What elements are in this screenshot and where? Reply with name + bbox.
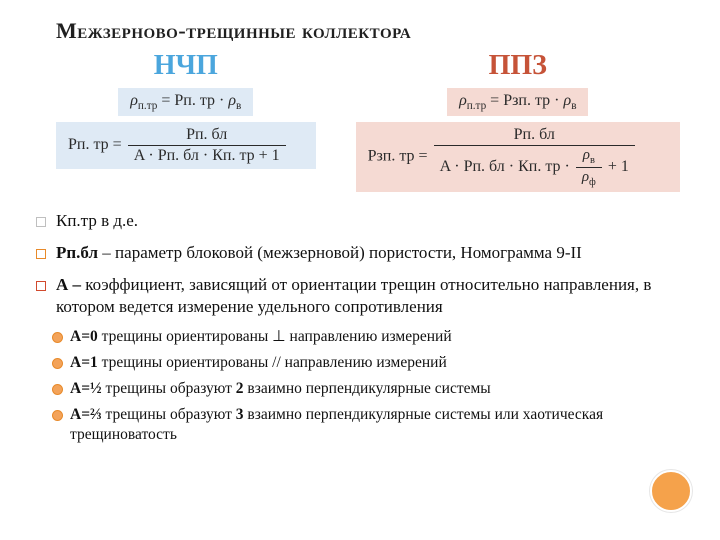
formula-columns: НЧП ρп.тр = Рп. тр · ρв Рп. тр = Рп. бл … — [56, 50, 680, 192]
sub-bullet-item: А=0 трещины ориентированы ⊥ направлению … — [70, 327, 680, 347]
sub-bullet-item: А=1 трещины ориентированы // направлению… — [70, 353, 680, 373]
f-sub: в — [571, 100, 576, 112]
sub-num: 2 — [236, 380, 244, 397]
column-ppz: ППЗ ρп.тр = Рзп. тр · ρв Рзп. тр = Рп. б… — [356, 50, 680, 192]
f-text: Рп. тр — [174, 92, 215, 109]
bullet-item: Рп.бл – параметр блоковой (межзерновой) … — [56, 242, 680, 264]
f-text: Рзп. тр — [503, 92, 550, 109]
bullet-item: Кп.тр в д.е. — [56, 210, 680, 232]
denominator: A · Рп. бл · Кп. тр · ρв ρф + 1 — [434, 145, 635, 188]
column-nchp: НЧП ρп.тр = Рп. тр · ρв Рп. тр = Рп. бл … — [56, 50, 316, 169]
ppz-formula-2: Рзп. тр = Рп. бл A · Рп. бл · Кп. тр · ρ… — [356, 122, 680, 192]
sub-text: трещины ориентированы // направлению изм… — [98, 354, 447, 371]
inner-den: ρф — [576, 167, 602, 188]
slide-title: Межзерново-трещинные коллектора — [56, 18, 680, 44]
sub-text: трещины образуют — [102, 380, 236, 397]
numerator: Рп. бл — [434, 126, 635, 145]
f-text: Рзп. тр — [368, 148, 415, 165]
sub-bold: А=½ — [70, 380, 102, 397]
sub-text: трещины ориентированы ⊥ направлению изме… — [98, 328, 452, 345]
numerator: Рп. бл — [128, 126, 286, 145]
bullet-item: А – коэффициент, зависящий от ориентации… — [56, 274, 680, 445]
bullet-text: Кп.тр в д.е. — [56, 211, 138, 230]
inner-num: ρв — [576, 147, 602, 167]
fraction: Рп. бл A · Рп. бл · Кп. тр · ρв ρф + 1 — [434, 126, 635, 188]
sub-bold: А=1 — [70, 354, 98, 371]
bullet-text: – параметр блоковой (межзерновой) порист… — [98, 243, 582, 262]
nchp-formula-1: ρп.тр = Рп. тр · ρв — [118, 88, 253, 116]
sub-bold: А=⅔ — [70, 406, 102, 423]
slide: Межзерново-трещинные коллектора НЧП ρп.т… — [0, 0, 720, 540]
sub-bullet-item: А=½ трещины образуют 2 взаимно перпендик… — [70, 379, 680, 399]
f-text: ρ — [459, 92, 467, 109]
f-sub: п.тр — [467, 100, 486, 112]
f-text: Рп. тр — [68, 136, 109, 153]
denominator: A · Рп. бл · Кп. тр + 1 — [128, 145, 286, 165]
f-sub: п.тр — [138, 100, 157, 112]
f-text: ρ — [583, 147, 590, 163]
bullet-bold: А – — [56, 275, 81, 294]
f-text: ρ — [582, 169, 589, 185]
nchp-formula-2: Рп. тр = Рп. бл A · Рп. бл · Кп. тр + 1 — [56, 122, 316, 169]
sub-num: 3 — [236, 406, 244, 423]
ppz-formula-1: ρп.тр = Рзп. тр · ρв — [447, 88, 588, 116]
column-ppz-heading: ППЗ — [489, 50, 547, 82]
sub-bold: А=0 — [70, 328, 98, 345]
decorative-circle-icon — [650, 470, 692, 512]
f-sub: ф — [589, 177, 596, 188]
sub-bullet-list: А=0 трещины ориентированы ⊥ направлению … — [56, 327, 680, 446]
inner-fraction: ρв ρф — [576, 147, 602, 188]
f-text: + 1 — [604, 158, 629, 175]
sub-text: трещины образуют — [102, 406, 236, 423]
fraction: Рп. бл A · Рп. бл · Кп. тр + 1 — [128, 126, 286, 165]
bullet-text: коэффициент, зависящий от ориентации тре… — [56, 275, 651, 316]
f-sub: в — [590, 155, 595, 166]
sub-text: взаимно перпендикулярные системы — [244, 380, 491, 397]
f-text: ρ — [228, 92, 236, 109]
f-text: A · Рп. бл · Кп. тр · — [440, 158, 574, 175]
f-sub: в — [236, 100, 241, 112]
bullet-bold: Рп.бл — [56, 243, 98, 262]
sub-bullet-item: А=⅔ трещины образуют 3 взаимно перпендик… — [70, 405, 680, 445]
f-text: ρ — [130, 92, 138, 109]
bullet-list: Кп.тр в д.е. Рп.бл – параметр блоковой (… — [56, 210, 680, 445]
column-nchp-heading: НЧП — [154, 50, 218, 82]
